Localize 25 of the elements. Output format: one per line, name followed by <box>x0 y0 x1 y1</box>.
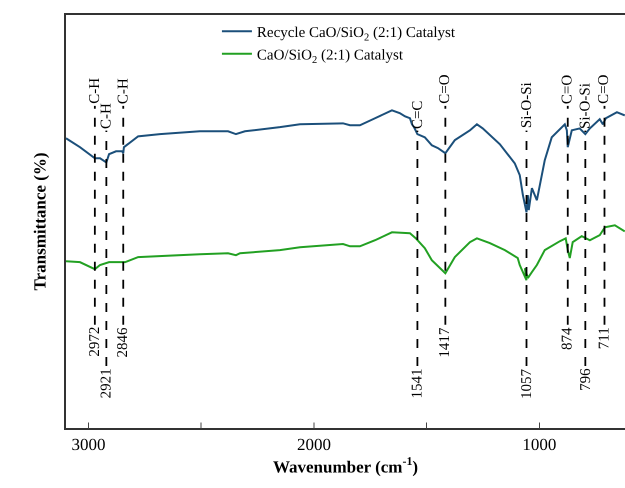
annotation: 796 <box>578 368 594 391</box>
legend-label: Recycle CaO/SiO$_{2}$ (2:1) Catalyst <box>256 25 456 44</box>
annotation: 711 <box>596 327 613 350</box>
ref-line-label: C=O <box>559 74 576 104</box>
ref-line-label: C=C <box>410 100 426 130</box>
ref-line-label: C=O <box>436 74 453 104</box>
annotation: 874 <box>560 327 576 350</box>
ref-line-label: C-H <box>115 78 132 104</box>
ref-line-label: Si-O-Si <box>578 83 594 129</box>
x-tick-label: 1000 <box>522 435 556 454</box>
ref-line-label: Si-O-Si <box>518 82 535 128</box>
annotation: 1541 <box>409 368 426 398</box>
ref-line-label: C-H <box>86 78 103 104</box>
x-tick-label: 2000 <box>296 435 331 454</box>
annotation: 2921 <box>98 368 114 398</box>
annotation: 2972 <box>87 326 104 357</box>
y-axis-title: Transmittance (%) <box>30 152 50 291</box>
x-tick-label: 3000 <box>72 435 106 454</box>
annotation: 2846 <box>115 327 131 358</box>
annotation: 1057 <box>518 368 535 400</box>
legend-label: CaO/SiO$_{2}$ (2:1) Catalyst <box>256 48 404 66</box>
x-axis-title: Wavenumber (cm$^{-1}$) <box>272 454 418 476</box>
ref-line-label: C=O <box>596 74 612 104</box>
ref-line-label: C-H <box>98 102 115 129</box>
annotation: 1417 <box>437 327 454 358</box>
